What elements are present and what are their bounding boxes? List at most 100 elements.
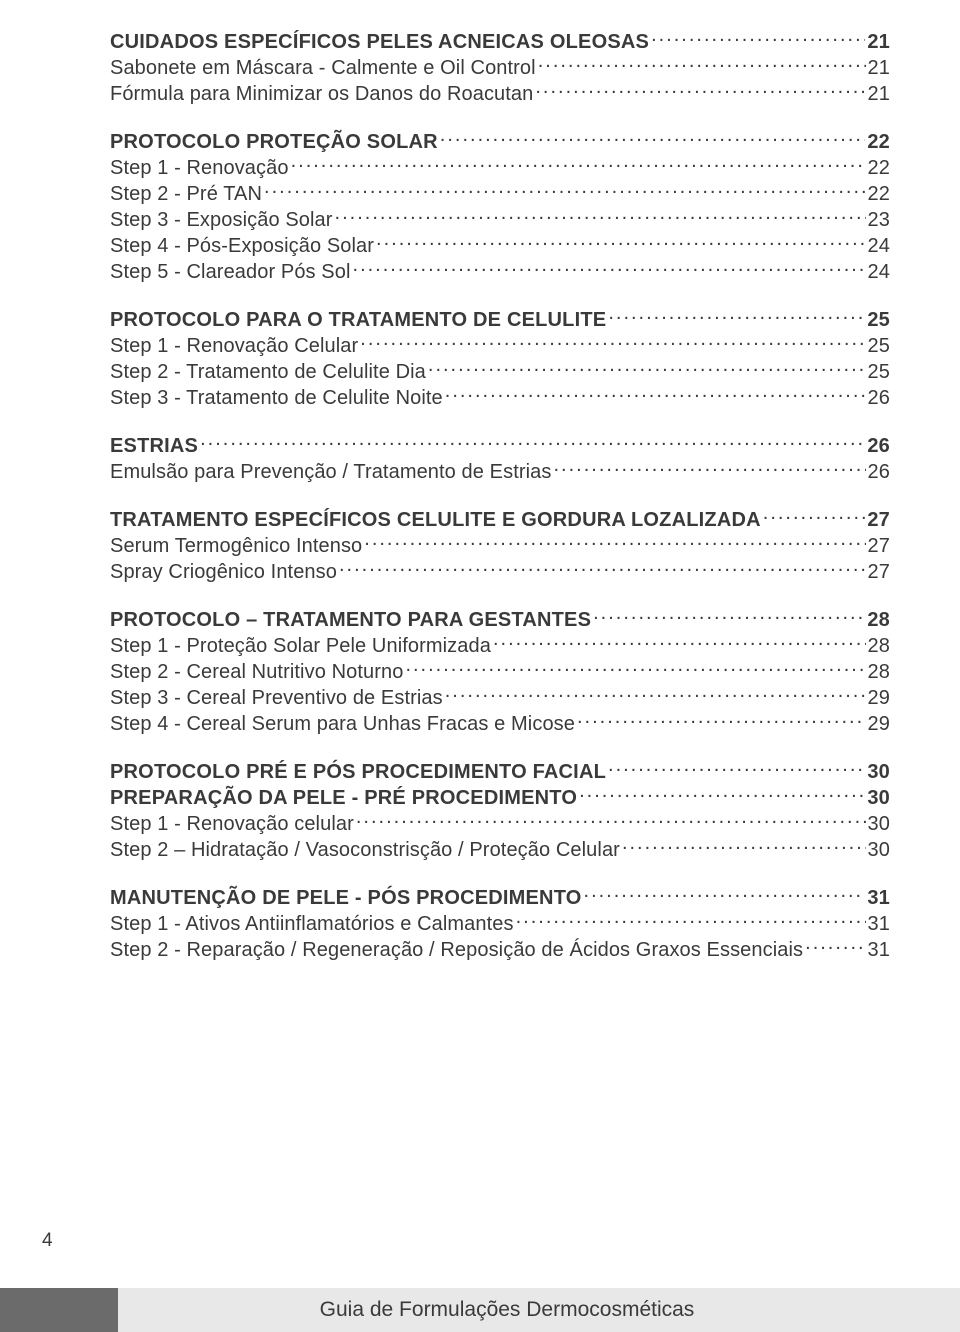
toc-heading-page: 22 bbox=[867, 131, 890, 154]
toc-leader bbox=[584, 884, 866, 904]
toc-heading-label: CUIDADOS ESPECÍFICOS PELES ACNEICAS OLEO… bbox=[110, 31, 649, 54]
toc-entry: Step 3 - Tratamento de Celulite Noite 26 bbox=[110, 384, 890, 410]
toc-heading-page: 21 bbox=[867, 31, 890, 54]
toc-entry: Step 3 - Exposição Solar 23 bbox=[110, 206, 890, 232]
toc-entry-label: Fórmula para Minimizar os Danos do Roacu… bbox=[110, 83, 533, 106]
toc-section-heading: PREPARAÇÃO DA PELE - PRÉ PROCEDIMENTO 30 bbox=[110, 784, 890, 810]
toc-entry-label: Step 3 - Exposição Solar bbox=[110, 209, 333, 232]
toc-entry-page: 21 bbox=[868, 83, 890, 106]
toc-entry: Step 2 – Hidratação / Vasoconstrisção / … bbox=[110, 836, 890, 862]
toc-entry-label: Step 5 - Clareador Pós Sol bbox=[110, 261, 351, 284]
toc-leader bbox=[291, 154, 866, 174]
toc-entry: Step 1 - Ativos Antiinflamatórios e Calm… bbox=[110, 910, 890, 936]
toc-section-heading: CUIDADOS ESPECÍFICOS PELES ACNEICAS OLEO… bbox=[110, 28, 890, 54]
toc-heading-page: 30 bbox=[867, 787, 890, 810]
toc-leader bbox=[579, 784, 865, 804]
toc-entry: Fórmula para Minimizar os Danos do Roacu… bbox=[110, 80, 890, 106]
toc-entry-label: Step 1 - Renovação Celular bbox=[110, 335, 358, 358]
toc-heading-page: 30 bbox=[867, 761, 890, 784]
toc-leader bbox=[445, 384, 866, 404]
toc-entry-page: 23 bbox=[868, 209, 890, 232]
toc-entry-page: 30 bbox=[868, 839, 890, 862]
toc-heading-label: MANUTENÇÃO DE PELE - PÓS PROCEDIMENTO bbox=[110, 887, 582, 910]
toc-entry-label: Step 1 - Proteção Solar Pele Uniformizad… bbox=[110, 635, 491, 658]
toc-leader bbox=[440, 128, 866, 148]
toc-entry: Step 1 - Renovação Celular 25 bbox=[110, 332, 890, 358]
toc-leader bbox=[608, 306, 865, 326]
toc-section-heading: PROTOCOLO PARA O TRATAMENTO DE CELULITE 2… bbox=[110, 306, 890, 332]
toc-leader bbox=[538, 54, 866, 74]
toc-entry: Step 1 - Renovação 22 bbox=[110, 154, 890, 180]
toc-leader bbox=[651, 28, 865, 48]
toc-leader bbox=[356, 810, 866, 830]
toc-section-heading: TRATAMENTO ESPECÍFICOS CELULITE E GORDUR… bbox=[110, 506, 890, 532]
toc-entry-label: Step 2 - Reparação / Regeneração / Repos… bbox=[110, 939, 803, 962]
toc-entry-page: 29 bbox=[868, 687, 890, 710]
toc-leader bbox=[405, 658, 865, 678]
toc-heading-label: PROTOCOLO PARA O TRATAMENTO DE CELULITE bbox=[110, 309, 606, 332]
toc-heading-label: PROTOCOLO PRÉ E PÓS PROCEDIMENTO FACIAL bbox=[110, 761, 606, 784]
toc-leader bbox=[264, 180, 866, 200]
toc-entry-page: 24 bbox=[868, 235, 890, 258]
toc-entry-page: 28 bbox=[868, 635, 890, 658]
toc-entry-label: Emulsão para Prevenção / Tratamento de E… bbox=[110, 461, 551, 484]
toc-entry: Serum Termogênico Intenso27 bbox=[110, 532, 890, 558]
toc-leader bbox=[339, 558, 866, 578]
toc-entry-page: 28 bbox=[868, 661, 890, 684]
page-number: 4 bbox=[42, 1230, 53, 1252]
toc-entry-page: 27 bbox=[868, 561, 890, 584]
toc-entry-label: Step 2 - Pré TAN bbox=[110, 183, 262, 206]
toc-entry: Emulsão para Prevenção / Tratamento de E… bbox=[110, 458, 890, 484]
toc-heading-page: 27 bbox=[867, 509, 890, 532]
toc-entry-label: Step 2 - Tratamento de Celulite Dia bbox=[110, 361, 426, 384]
toc-entry-label: Step 1 - Renovação bbox=[110, 157, 289, 180]
toc-heading-label: TRATAMENTO ESPECÍFICOS CELULITE E GORDUR… bbox=[110, 509, 761, 532]
toc-entry: Step 1 - Renovação celular30 bbox=[110, 810, 890, 836]
toc-leader bbox=[516, 910, 866, 930]
toc-section-heading: PROTOCOLO PRÉ E PÓS PROCEDIMENTO FACIAL 3… bbox=[110, 758, 890, 784]
toc-leader bbox=[593, 606, 865, 626]
toc-entry-page: 30 bbox=[868, 813, 890, 836]
toc-entry-label: Step 2 – Hidratação / Vasoconstrisção / … bbox=[110, 839, 620, 862]
toc-leader bbox=[360, 332, 865, 352]
toc-leader bbox=[608, 758, 865, 778]
toc-entry: Step 2 - Pré TAN 22 bbox=[110, 180, 890, 206]
toc-entry: Step 2 - Reparação / Regeneração / Repos… bbox=[110, 936, 890, 962]
footer-accent-block bbox=[0, 1288, 118, 1332]
toc-entry-page: 26 bbox=[868, 387, 890, 410]
toc-entry-page: 25 bbox=[868, 361, 890, 384]
toc-page: CUIDADOS ESPECÍFICOS PELES ACNEICAS OLEO… bbox=[0, 0, 960, 962]
toc-leader bbox=[577, 710, 866, 730]
toc-entry: Step 2 - Cereal Nutritivo Noturno 28 bbox=[110, 658, 890, 684]
toc-leader bbox=[353, 258, 866, 278]
toc-entry-page: 21 bbox=[868, 57, 890, 80]
toc-entry: Step 4 - Cereal Serum para Unhas Fracas … bbox=[110, 710, 890, 736]
toc-heading-page: 28 bbox=[867, 609, 890, 632]
toc-entry-label: Spray Criogênico Intenso bbox=[110, 561, 337, 584]
toc-leader bbox=[364, 532, 865, 552]
toc-entry-page: 26 bbox=[868, 461, 890, 484]
toc-leader bbox=[535, 80, 865, 100]
toc-section-heading: PROTOCOLO – TRATAMENTO PARA GESTANTES28 bbox=[110, 606, 890, 632]
toc-entry-page: 25 bbox=[868, 335, 890, 358]
toc-leader bbox=[805, 936, 865, 956]
toc-entry-page: 29 bbox=[868, 713, 890, 736]
toc-entry-label: Serum Termogênico Intenso bbox=[110, 535, 362, 558]
toc-entry-label: Step 3 - Tratamento de Celulite Noite bbox=[110, 387, 443, 410]
toc-entry-label: Step 1 - Ativos Antiinflamatórios e Calm… bbox=[110, 913, 514, 936]
toc-entry-label: Step 2 - Cereal Nutritivo Noturno bbox=[110, 661, 403, 684]
toc-entry-page: 31 bbox=[868, 913, 890, 936]
toc-entry-page: 22 bbox=[868, 157, 890, 180]
toc-entry: Step 2 - Tratamento de Celulite Dia 25 bbox=[110, 358, 890, 384]
toc-entry: Spray Criogênico Intenso 27 bbox=[110, 558, 890, 584]
toc-entry: Step 4 - Pós-Exposição Solar 24 bbox=[110, 232, 890, 258]
toc-leader bbox=[553, 458, 865, 478]
toc-entry: Sabonete em Máscara - Calmente e Oil Con… bbox=[110, 54, 890, 80]
toc-entry-label: Step 4 - Pós-Exposição Solar bbox=[110, 235, 374, 258]
toc-entry-page: 22 bbox=[868, 183, 890, 206]
toc-leader bbox=[376, 232, 866, 252]
toc-leader bbox=[200, 432, 865, 452]
toc-entry-page: 24 bbox=[868, 261, 890, 284]
toc-heading-label: PREPARAÇÃO DA PELE - PRÉ PROCEDIMENTO bbox=[110, 787, 577, 810]
toc-heading-page: 25 bbox=[867, 309, 890, 332]
